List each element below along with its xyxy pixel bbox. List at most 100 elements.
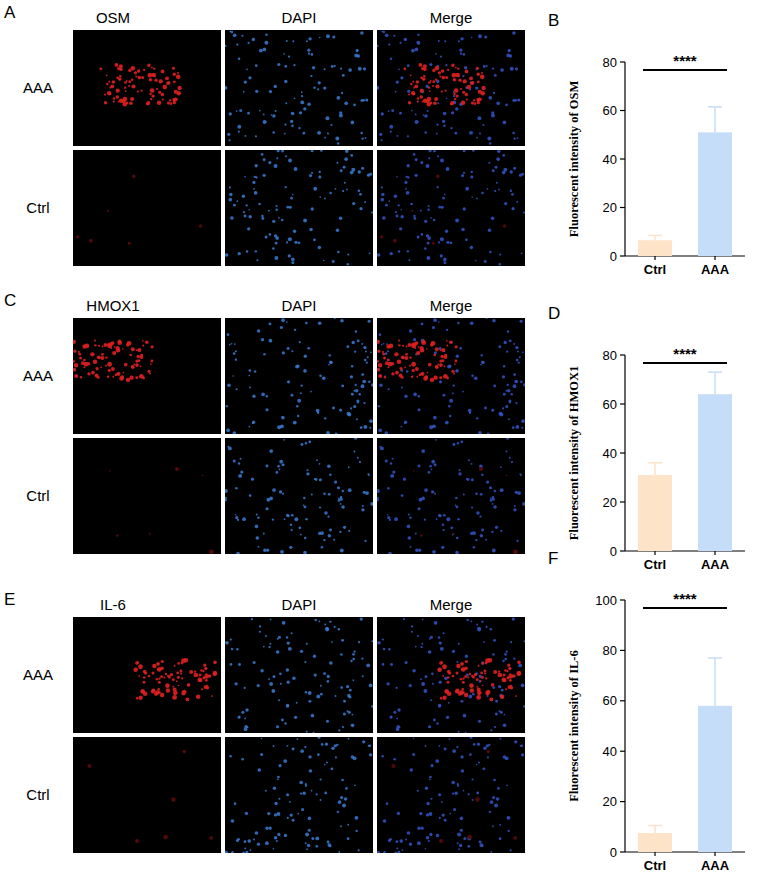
signal-dot — [108, 342, 112, 346]
nucleus-dot — [314, 619, 317, 622]
nucleus-dot — [305, 518, 307, 520]
signal-dot — [471, 102, 474, 105]
nucleus-dot — [443, 125, 446, 128]
image-background — [225, 617, 373, 733]
signal-dot — [90, 352, 94, 356]
nucleus-dot — [512, 99, 515, 102]
nucleus-dot — [278, 217, 280, 219]
nucleus-dot — [500, 530, 502, 532]
bar — [698, 394, 732, 551]
nucleus-dot — [297, 813, 299, 815]
signal-dot — [476, 678, 479, 681]
nucleus-dot — [389, 125, 393, 129]
signal-dot — [89, 239, 93, 243]
signal-dot — [377, 340, 380, 344]
nucleus-dot — [500, 413, 504, 417]
nucleus-dot — [247, 227, 250, 230]
signal-dot — [413, 93, 416, 96]
nucleus-dot — [498, 345, 501, 348]
nucleus-dot — [291, 514, 294, 517]
signal-dot — [426, 348, 428, 350]
signal-dot — [119, 98, 124, 103]
signal-dot — [142, 340, 144, 342]
y-tick — [620, 255, 625, 256]
nucleus-dot — [438, 636, 441, 639]
signal-dot — [160, 675, 163, 678]
nucleus-dot — [512, 426, 515, 429]
nucleus-dot — [490, 851, 492, 853]
signal-dot — [135, 363, 139, 367]
nucleus-dot — [460, 53, 462, 55]
signal-dot — [454, 88, 459, 93]
nucleus-dot — [351, 714, 353, 716]
signal-dot — [146, 101, 150, 105]
signal-dot — [377, 360, 379, 363]
nucleus-dot — [371, 211, 373, 213]
nucleus-dot — [440, 237, 444, 241]
nucleus-dot — [424, 488, 428, 492]
nucleus-dot — [429, 63, 432, 66]
nucleus-dot — [326, 431, 330, 434]
nucleus-dot — [233, 204, 236, 207]
signal-dot — [491, 683, 495, 687]
signal-dot — [462, 681, 465, 684]
signal-dot — [469, 76, 473, 80]
nucleus-dot — [318, 532, 321, 535]
nucleus-dot — [396, 135, 398, 137]
nucleus-dot — [438, 793, 441, 796]
signal-dot — [136, 355, 139, 358]
nucleus-dot — [334, 744, 337, 747]
nucleus-dot — [408, 513, 410, 515]
signal-dot — [119, 75, 121, 77]
nucleus-dot — [515, 67, 518, 70]
nucleus-dot — [364, 540, 366, 542]
signal-dot — [170, 102, 173, 105]
nucleus-dot — [443, 261, 446, 264]
nucleus-dot — [307, 103, 311, 107]
signal-dot — [173, 101, 176, 104]
signal-dot — [201, 688, 203, 690]
signal-dot — [440, 349, 442, 351]
signal-dot — [470, 685, 473, 688]
signal-dot — [476, 695, 481, 700]
nucleus-dot — [398, 250, 400, 252]
nucleus-dot — [427, 236, 431, 240]
nucleus-dot — [319, 171, 321, 173]
nucleus-dot — [523, 705, 525, 707]
nucleus-dot — [460, 829, 463, 832]
nucleus-dot — [463, 207, 466, 210]
signal-dot — [107, 362, 112, 367]
signal-dot — [433, 354, 436, 357]
nucleus-dot — [362, 137, 364, 139]
nucleus-dot — [317, 131, 321, 135]
nucleus-dot — [443, 112, 447, 116]
nucleus-dot — [277, 776, 280, 779]
nucleus-dot — [232, 431, 236, 434]
signal-dot — [457, 67, 459, 69]
nucleus-dot — [245, 708, 248, 711]
nucleus-dot — [383, 343, 385, 345]
nucleus-dot — [420, 161, 423, 164]
nucleus-dot — [409, 684, 412, 687]
nucleus-dot — [440, 647, 444, 651]
signal-dot — [509, 673, 511, 675]
signal-dot — [428, 86, 430, 88]
nucleus-dot — [398, 204, 400, 206]
signal-dot — [176, 680, 178, 682]
signal-dot — [168, 676, 171, 679]
signal-dot — [465, 93, 469, 97]
signal-dot — [432, 242, 435, 245]
nucleus-dot — [340, 496, 342, 498]
nucleus-dot — [429, 150, 432, 152]
nucleus-dot — [458, 643, 460, 645]
signal-dot — [450, 103, 453, 106]
nucleus-dot — [304, 355, 307, 358]
nucleus-dot — [272, 247, 275, 250]
nucleus-dot — [235, 487, 237, 489]
nucleus-dot — [460, 755, 463, 758]
signal-dot — [472, 81, 475, 84]
nucleus-dot — [231, 648, 234, 651]
signal-dot — [94, 339, 96, 341]
nucleus-dot — [268, 678, 270, 680]
nucleus-dot — [454, 132, 457, 135]
